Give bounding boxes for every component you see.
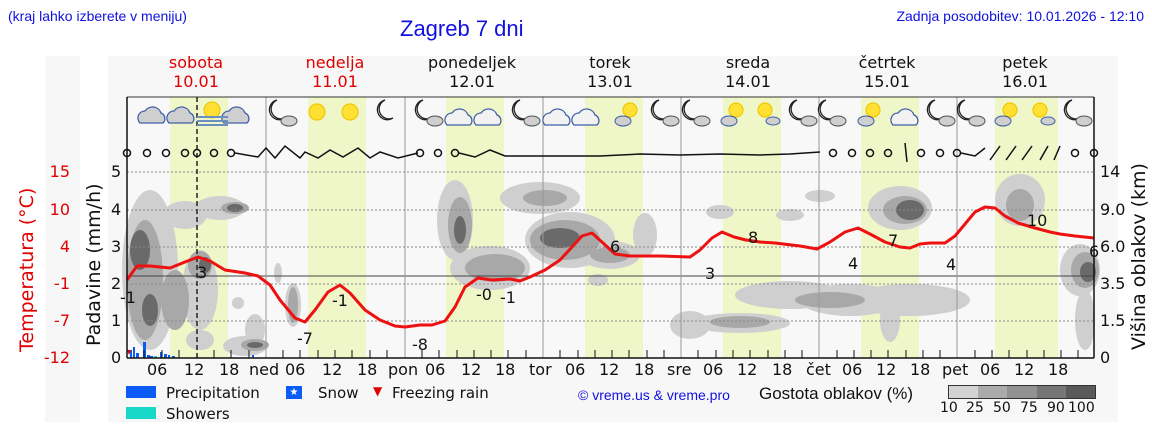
svg-text:-1: -1	[332, 291, 348, 310]
density-tick: 75	[1020, 400, 1038, 416]
day-label-thu: četrtek 15.01	[858, 53, 916, 91]
cloud-tick: 0	[1100, 348, 1111, 367]
density-tick: 90	[1047, 400, 1065, 416]
svg-text:-7: -7	[297, 329, 313, 348]
precip-tick: 3	[111, 237, 122, 256]
svg-text:-8: -8	[412, 335, 428, 354]
precip-tick: 2	[111, 274, 122, 293]
precip-tick: 0	[111, 348, 122, 367]
legend-freezing-rain: Freezing rain	[392, 384, 489, 402]
cloud-density	[122, 174, 1100, 356]
svg-text:7: 7	[888, 231, 898, 250]
x-tick: 18	[634, 360, 655, 379]
x-tick: 12	[1014, 360, 1035, 379]
x-tick: 18	[495, 360, 516, 379]
showers-swatch	[126, 407, 156, 419]
snow-star-icon: ★	[286, 386, 302, 399]
day-label-sat: sobota 10.01	[168, 53, 224, 91]
copyright-link[interactable]: © vreme.us & vreme.pro	[578, 387, 730, 403]
x-tick: 18	[357, 360, 378, 379]
temp-tick: 10	[49, 200, 70, 219]
x-tick-day: sre	[667, 360, 692, 379]
temp-tick: -1	[54, 274, 70, 293]
day-separators	[265, 97, 958, 358]
x-tick-day: tor	[529, 360, 552, 379]
x-tick: 12	[322, 360, 343, 379]
cloud-density-label: Gostota oblakov (%)	[759, 384, 914, 403]
precip-tick: 4	[111, 200, 122, 219]
precip-tick: 1	[111, 311, 122, 330]
x-tick: 18	[1048, 360, 1069, 379]
x-tick: 12	[876, 360, 897, 379]
density-tick: 100	[1068, 400, 1095, 416]
legend-precipitation: Precipitation	[166, 384, 260, 402]
day-label-mon: ponedeljek 12.01	[428, 53, 516, 91]
cloud-tick: 3.5	[1100, 274, 1126, 293]
precip-tick: 5	[111, 162, 122, 181]
density-tick: 25	[966, 400, 984, 416]
svg-text:10: 10	[1027, 211, 1047, 230]
x-tick: 18	[910, 360, 931, 379]
x-tick: 18	[219, 360, 240, 379]
svg-text:4: 4	[946, 255, 956, 274]
cloud-density-scale	[948, 385, 1096, 399]
x-tick: 06	[842, 360, 863, 379]
cloud-tick: 1.5	[1100, 311, 1126, 330]
freezing-rain-marker	[127, 350, 131, 355]
temp-tick: -12	[43, 348, 70, 367]
svg-text:3: 3	[705, 264, 715, 283]
weather-icons-row	[137, 99, 1093, 127]
svg-text:3: 3	[197, 263, 207, 282]
showers-bar	[154, 356, 157, 358]
x-tick: 06	[703, 360, 724, 379]
x-tick-day: čet	[806, 360, 831, 379]
svg-text:4: 4	[848, 254, 858, 273]
left-axis-panel	[45, 56, 80, 422]
cloud-tick: 9.0	[1100, 200, 1126, 219]
x-tick: 12	[461, 360, 482, 379]
svg-text:8: 8	[748, 228, 758, 247]
temp-tick: 15	[49, 162, 70, 181]
day-label-fri: petek 16.01	[1002, 53, 1048, 91]
density-tick: 50	[993, 400, 1011, 416]
density-tick: 10	[940, 400, 958, 416]
x-tick: 12	[599, 360, 620, 379]
cloud-tick: 14	[1100, 162, 1121, 181]
temp-tick: 4	[59, 237, 70, 256]
x-tick-day: ned	[249, 360, 280, 379]
precipitation-swatch	[126, 386, 156, 398]
day-label-tue: torek 13.01	[587, 53, 633, 91]
x-axis-ticks	[143, 350, 1079, 358]
x-tick: 12	[737, 360, 758, 379]
legend-showers: Showers	[166, 405, 230, 423]
freezing-rain-triangle-icon: ▼	[373, 384, 383, 398]
x-tick: 12	[184, 360, 205, 379]
temp-tick: -7	[54, 311, 70, 330]
x-tick: 06	[565, 360, 586, 379]
legend-snow: Snow	[318, 384, 359, 402]
day-label-sun: nedelja 11.01	[305, 53, 365, 91]
page-title: Zagreb 7 dni	[400, 16, 524, 41]
gridlines	[127, 171, 1094, 322]
wind-row	[122, 142, 1099, 163]
x-tick: 06	[980, 360, 1001, 379]
x-tick: 18	[772, 360, 793, 379]
svg-text:6: 6	[610, 237, 620, 256]
svg-text:-1: -1	[120, 288, 136, 307]
svg-text:-0: -0	[476, 285, 492, 304]
cloud-tick: 6.0	[1100, 237, 1126, 256]
x-tick-day: pon	[388, 360, 419, 379]
day-label-wed: sreda 14.01	[725, 53, 771, 91]
x-tick: 06	[147, 360, 168, 379]
x-tick-day: pet	[942, 360, 969, 379]
temperature-curve	[125, 205, 1095, 329]
svg-text:-1: -1	[500, 288, 516, 307]
location-note[interactable]: (kraj lahko izberete v meniju)	[8, 8, 187, 24]
last-update: Zadnja posodobitev: 10.01.2026 - 12:10	[896, 8, 1144, 24]
x-tick: 06	[285, 360, 306, 379]
x-tick: 06	[425, 360, 446, 379]
